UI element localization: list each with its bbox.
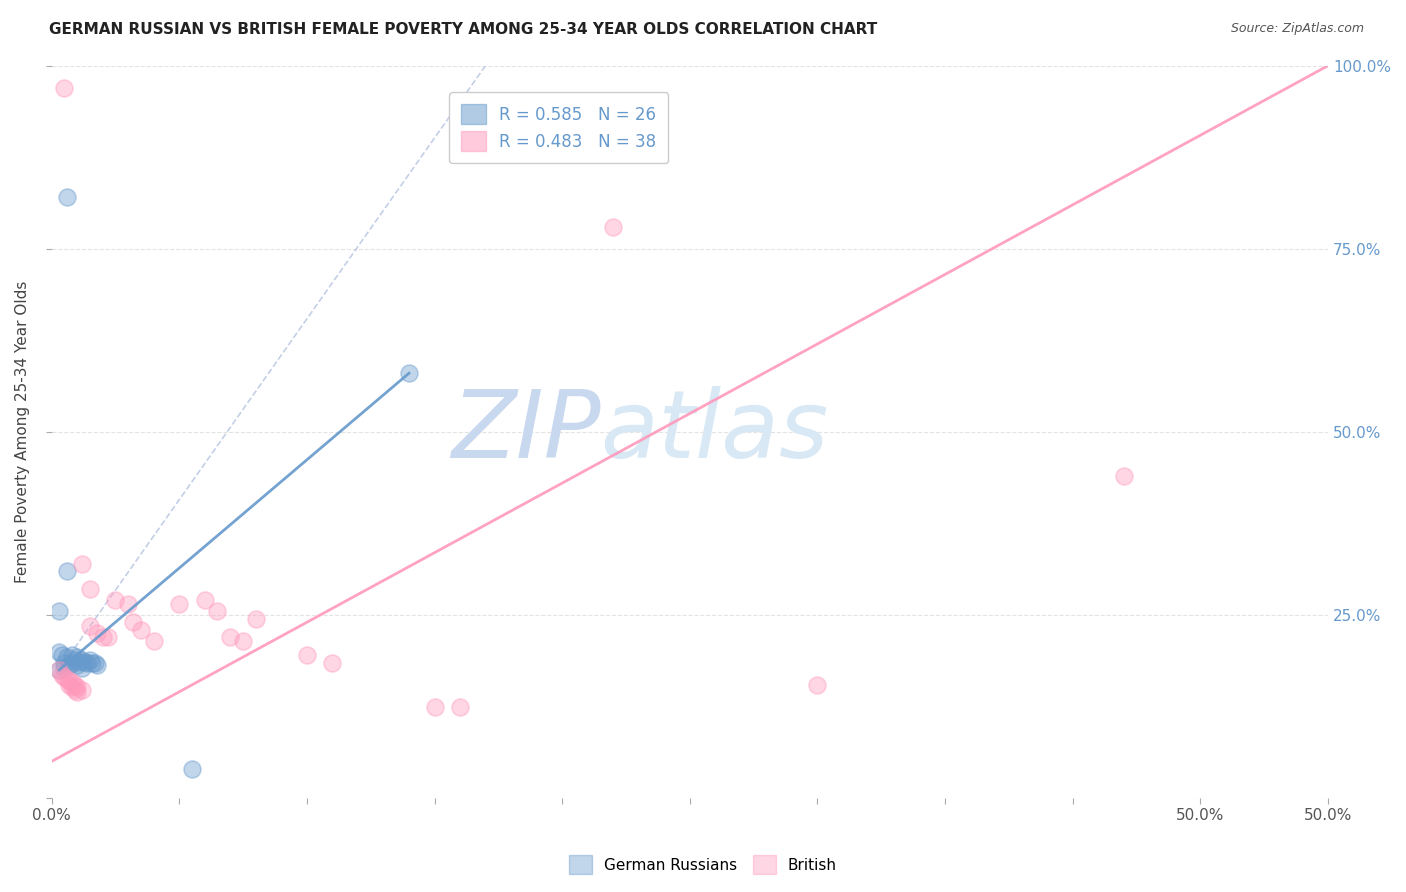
Point [56,673,79,687]
Point [53,670,76,684]
Point [423,699,446,714]
Point [60,656,83,670]
Point [70,653,93,667]
Point [51,648,73,663]
Point [51,668,73,682]
Point [56,564,79,578]
Point [207,604,229,618]
Point [181,762,204,776]
Point [79,619,101,633]
Point [70,557,93,571]
Point [56,190,79,204]
Point [602,219,624,234]
Point [48,644,70,658]
Point [53,661,76,675]
Point [73,655,96,669]
Point [79,582,101,597]
Point [60,675,83,690]
Point [48,663,70,677]
Legend: German Russians, British: German Russians, British [562,849,844,880]
Point [295,648,318,663]
Point [82,657,104,671]
Point [321,656,343,670]
Point [48,663,70,677]
Legend: R = 0.585   N = 26, R = 0.483   N = 38: R = 0.585 N = 26, R = 0.483 N = 38 [450,92,668,163]
Point [58,677,80,691]
Point [53,656,76,670]
Point [117,597,139,611]
Point [66,650,89,665]
Point [97,630,120,644]
Y-axis label: Female Poverty Among 25-34 Year Olds: Female Poverty Among 25-34 Year Olds [15,281,30,583]
Point [69,655,91,669]
Point [56,650,79,665]
Point [86,657,108,672]
Point [58,657,80,672]
Point [806,677,828,691]
Point [53,80,76,95]
Point [142,633,165,648]
Point [63,677,86,691]
Point [398,366,420,380]
Point [70,661,93,675]
Point [104,593,127,607]
Point [245,612,267,626]
Point [66,680,89,694]
Point [60,648,83,663]
Point [129,623,152,637]
Text: atlas: atlas [600,386,828,477]
Point [66,685,89,699]
Point [194,593,217,607]
Text: Source: ZipAtlas.com: Source: ZipAtlas.com [1230,22,1364,36]
Point [70,682,93,697]
Point [86,626,108,640]
Point [449,699,471,714]
Point [84,657,107,671]
Point [91,630,114,644]
Point [48,604,70,618]
Point [232,633,254,648]
Text: ZIP: ZIP [451,386,600,477]
Point [167,597,190,611]
Point [63,682,86,697]
Point [58,673,80,688]
Point [66,657,89,672]
Point [60,680,83,694]
Point [219,630,242,644]
Point [63,653,86,667]
Point [79,653,101,667]
Point [1112,468,1135,483]
Point [76,657,98,671]
Text: GERMAN RUSSIAN VS BRITISH FEMALE POVERTY AMONG 25-34 YEAR OLDS CORRELATION CHART: GERMAN RUSSIAN VS BRITISH FEMALE POVERTY… [49,22,877,37]
Point [122,615,145,630]
